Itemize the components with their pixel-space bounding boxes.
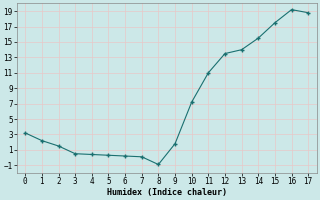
- X-axis label: Humidex (Indice chaleur): Humidex (Indice chaleur): [107, 188, 227, 197]
